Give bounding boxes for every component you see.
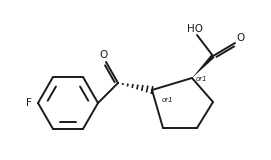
Text: O: O (100, 50, 108, 60)
Text: O: O (237, 33, 245, 43)
Text: or1: or1 (196, 76, 208, 82)
Text: or1: or1 (162, 97, 174, 103)
Text: HO: HO (187, 24, 203, 34)
Text: F: F (26, 98, 32, 108)
Polygon shape (192, 54, 215, 78)
